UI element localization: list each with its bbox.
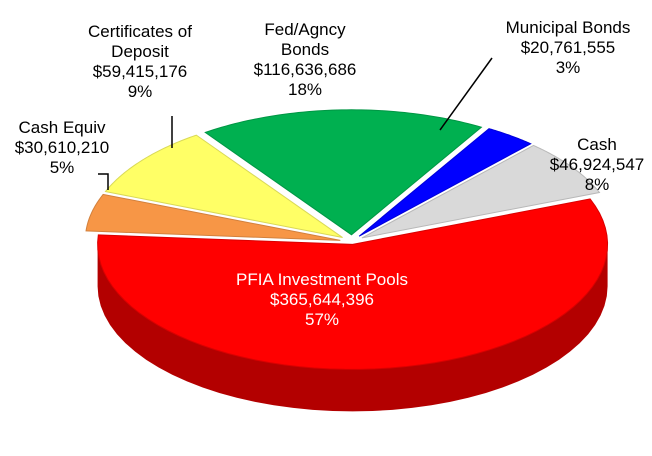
category-label: Fed/Agncy Bonds — [264, 20, 346, 59]
slice — [358, 128, 532, 237]
percent-label: 9% — [127, 82, 153, 101]
slice-label: Fed/Agncy Bonds $116,636,686 18% — [240, 20, 370, 100]
slice — [104, 134, 343, 239]
slice — [85, 193, 341, 241]
slice-label: PFIA Investment Pools $365,644,396 57% — [235, 270, 410, 330]
amount-label: $30,610,210 — [14, 138, 110, 157]
category-label: Cash Equiv — [18, 118, 106, 137]
slice-label: Certificates of Deposit $59,415,176 9% — [73, 22, 208, 102]
amount-label: $59,415,176 — [92, 62, 188, 81]
category-label: Municipal Bonds — [505, 18, 631, 37]
leader-line — [439, 57, 493, 131]
category-label: Cash — [577, 135, 617, 154]
amount-label: $20,761,555 — [520, 38, 616, 57]
slice-label: Cash $46,924,547 8% — [532, 135, 652, 195]
slice-label: Municipal Bonds $20,761,555 3% — [483, 18, 652, 78]
leader-line — [98, 173, 109, 190]
percent-label: 57% — [304, 310, 340, 329]
amount-label: $365,644,396 — [270, 290, 374, 309]
slice — [97, 198, 609, 370]
amount-label: $116,636,686 — [253, 60, 357, 79]
slice-label: Cash Equiv $30,610,210 5% — [2, 118, 122, 178]
amount-label: $46,924,547 — [549, 155, 645, 174]
percent-label: 3% — [555, 58, 581, 77]
percent-label: 18% — [287, 80, 323, 99]
slice — [361, 144, 601, 239]
percent-label: 8% — [584, 175, 610, 194]
category-label: Certificates of Deposit — [88, 22, 192, 61]
category-label: PFIA Investment Pools — [236, 270, 408, 289]
percent-label: 5% — [49, 158, 75, 177]
slice-side — [97, 244, 608, 412]
slice — [204, 109, 483, 236]
